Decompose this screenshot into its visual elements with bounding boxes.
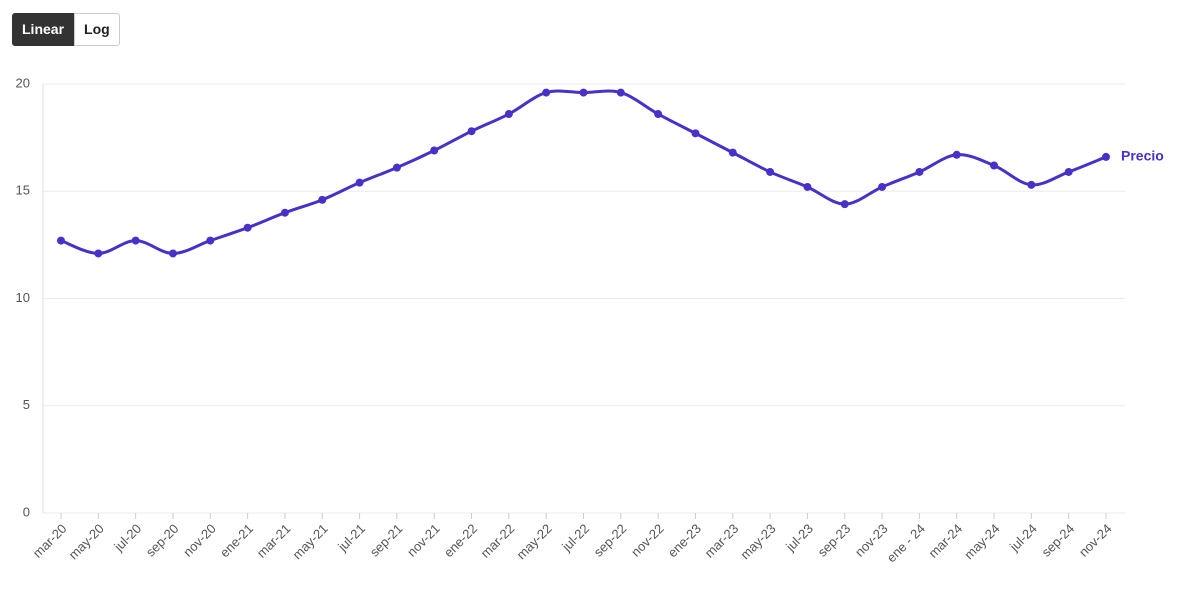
x-tick-label: may-24 <box>961 521 1002 562</box>
x-tick-label: mar-22 <box>478 521 518 561</box>
y-tick-label: 0 <box>23 504 30 519</box>
log-button[interactable]: Log <box>74 13 120 46</box>
data-point <box>504 110 513 119</box>
x-tick-label: may-20 <box>66 521 107 562</box>
data-point <box>1027 180 1036 189</box>
x-tick-label: sep-22 <box>591 521 630 560</box>
data-point <box>206 236 215 245</box>
linear-button[interactable]: Linear <box>12 13 75 46</box>
x-tick-label: mar-21 <box>254 521 294 561</box>
data-point <box>579 88 588 97</box>
data-point <box>94 249 103 258</box>
data-point <box>915 167 924 176</box>
y-tick-label: 5 <box>23 397 30 412</box>
scale-toggle: Linear Log <box>12 13 120 46</box>
y-tick-label: 10 <box>16 290 30 305</box>
x-tick-label: may-23 <box>737 521 778 562</box>
data-point <box>654 110 663 119</box>
data-point <box>728 148 737 157</box>
x-tick-label: mar-24 <box>926 521 966 561</box>
x-tick-label: mar-23 <box>702 521 742 561</box>
data-point <box>280 208 289 217</box>
x-tick-label: sep-24 <box>1039 521 1078 560</box>
series-label: Precio <box>1121 148 1164 164</box>
data-point <box>467 127 476 136</box>
data-point <box>318 195 327 204</box>
data-point <box>243 223 252 232</box>
data-point <box>131 236 140 245</box>
data-point <box>542 88 551 97</box>
data-point <box>1064 167 1073 176</box>
x-tick-label: jul-22 <box>558 521 592 555</box>
x-tick-label: ene-21 <box>217 521 256 560</box>
x-tick-label: sep-23 <box>815 521 854 560</box>
data-point <box>392 163 401 172</box>
x-tick-label: sep-20 <box>143 521 182 560</box>
x-tick-label: ene-22 <box>441 521 480 560</box>
x-tick-label: jul-23 <box>782 521 816 555</box>
x-tick-label: jul-21 <box>334 521 368 555</box>
data-point <box>766 167 775 176</box>
data-point <box>57 236 65 245</box>
data-point <box>840 200 849 209</box>
data-point <box>1102 152 1110 161</box>
x-tick-label: jul-20 <box>110 521 144 555</box>
data-point <box>168 249 177 258</box>
x-tick-label: nov-21 <box>404 521 443 560</box>
data-point <box>616 88 625 97</box>
data-point <box>952 150 961 159</box>
y-tick-label: 20 <box>16 75 30 90</box>
x-tick-label: may-21 <box>290 521 331 562</box>
x-tick-label: may-22 <box>513 521 554 562</box>
data-point <box>803 182 812 191</box>
x-tick-label: sep-21 <box>367 521 406 560</box>
data-point <box>878 182 887 191</box>
data-point <box>355 178 364 187</box>
data-point <box>430 146 439 155</box>
x-tick-label: nov-20 <box>180 521 219 560</box>
y-tick-label: 15 <box>16 183 30 198</box>
data-point <box>990 161 999 170</box>
x-tick-label: ene-23 <box>665 521 704 560</box>
x-tick-label: ene - 24 <box>884 521 928 565</box>
x-tick-label: jul-24 <box>1006 521 1040 555</box>
data-point <box>691 129 700 138</box>
x-tick-label: nov-24 <box>1076 521 1115 560</box>
series-line <box>60 89 1107 255</box>
x-tick-label: nov-22 <box>628 521 667 560</box>
x-tick-label: mar-20 <box>30 521 70 561</box>
